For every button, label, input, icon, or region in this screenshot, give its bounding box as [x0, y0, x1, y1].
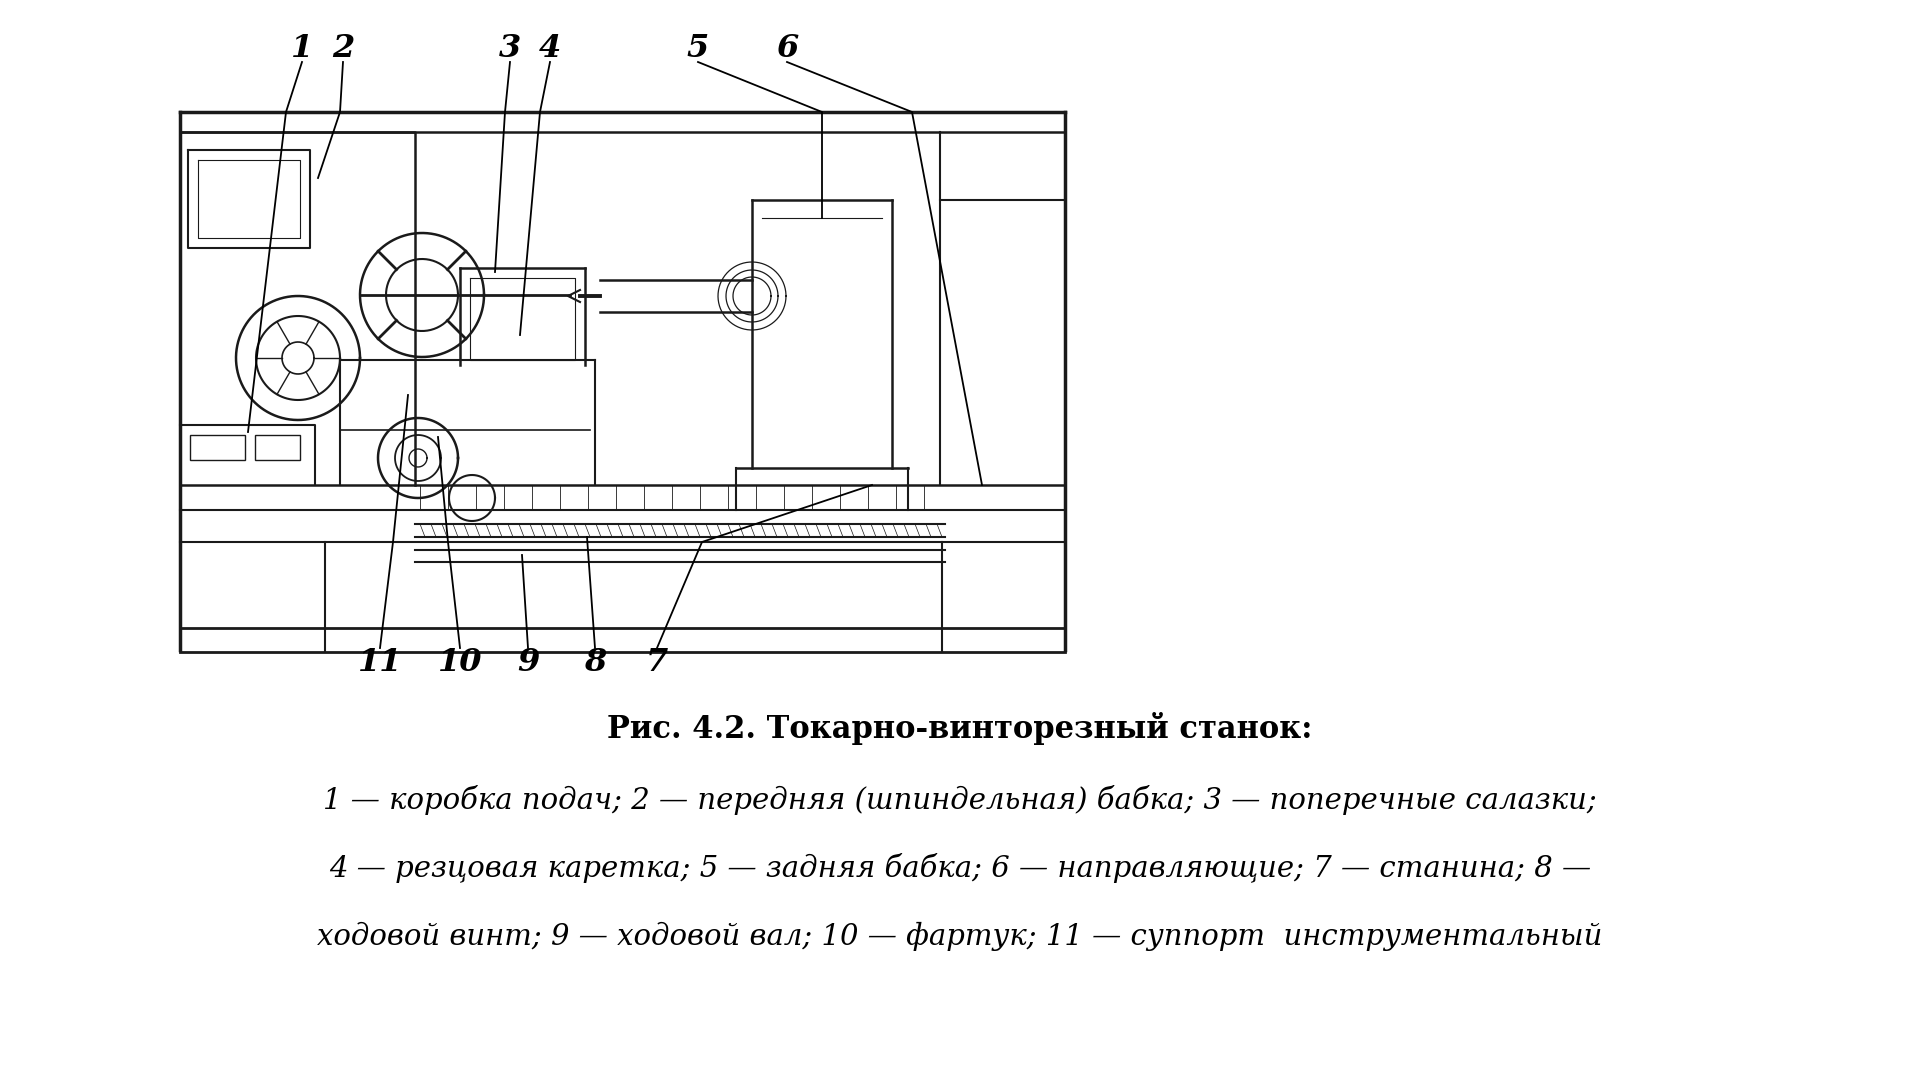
Text: 9: 9 — [516, 646, 540, 678]
Bar — [255, 435, 300, 460]
Text: 4 — резцовая каретка; 5 — задняя бабка; 6 — направляющие; 7 — станина; 8 —: 4 — резцовая каретка; 5 — задняя бабка; … — [328, 853, 1592, 883]
Text: 6: 6 — [776, 33, 799, 63]
Text: 11: 11 — [357, 646, 403, 678]
Text: 2: 2 — [332, 33, 353, 63]
Text: 10: 10 — [438, 646, 482, 678]
Text: ходовой винт; 9 — ходовой вал; 10 — фартук; 11 — суппорт  инструментальный: ходовой винт; 9 — ходовой вал; 10 — фарт… — [317, 921, 1603, 950]
Text: 4: 4 — [540, 33, 561, 63]
Text: 1: 1 — [290, 33, 313, 63]
Text: 7: 7 — [645, 646, 668, 678]
Text: 3: 3 — [499, 33, 520, 63]
Text: Рис. 4.2. Токарно-винторезный станок:: Рис. 4.2. Токарно-винторезный станок: — [607, 712, 1313, 744]
Bar — [190, 435, 246, 460]
Text: 1 — коробка подач; 2 — передняя (шпиндельная) бабка; 3 — поперечные салазки;: 1 — коробка подач; 2 — передняя (шпиндел… — [323, 785, 1597, 815]
Text: 5: 5 — [687, 33, 708, 63]
Text: 8: 8 — [584, 646, 607, 678]
